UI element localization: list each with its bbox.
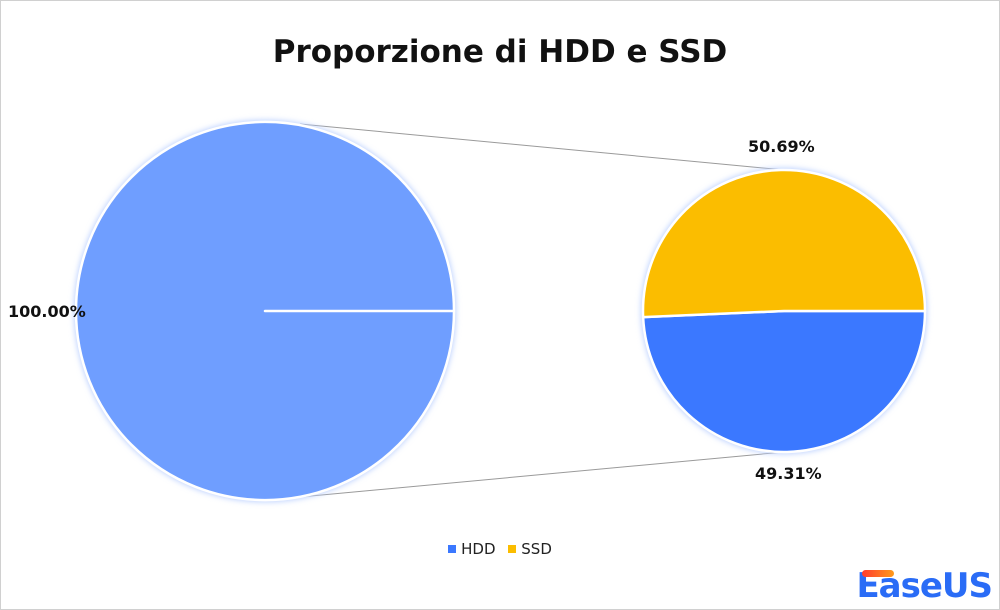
easeus-logo: EaseUS [856, 566, 993, 606]
legend-label-ssd: SSD [521, 540, 552, 558]
legend-item-ssd: SSD [508, 540, 552, 558]
main-slice-label: 100.00% [8, 302, 86, 321]
ssd-slice-label: 50.69% [748, 137, 815, 156]
legend-swatch-ssd [508, 545, 517, 553]
secondary-pie-slice-hdd [641, 309, 927, 454]
chart-title: Proporzione di HDD e SSD [272, 34, 728, 70]
legend: HDD SSD [0, 540, 1000, 558]
legend-label-hdd: HDD [461, 540, 496, 558]
secondary-pie-slice-ssd [641, 168, 927, 319]
legend-item-hdd: HDD [448, 540, 496, 558]
legend-swatch-hdd [448, 545, 457, 553]
hdd-slice-label: 49.31% [755, 464, 822, 483]
connector-line-bottom [299, 451, 785, 498]
main-pie-slice-0 [74, 120, 456, 502]
connector-line-top [299, 123, 785, 171]
